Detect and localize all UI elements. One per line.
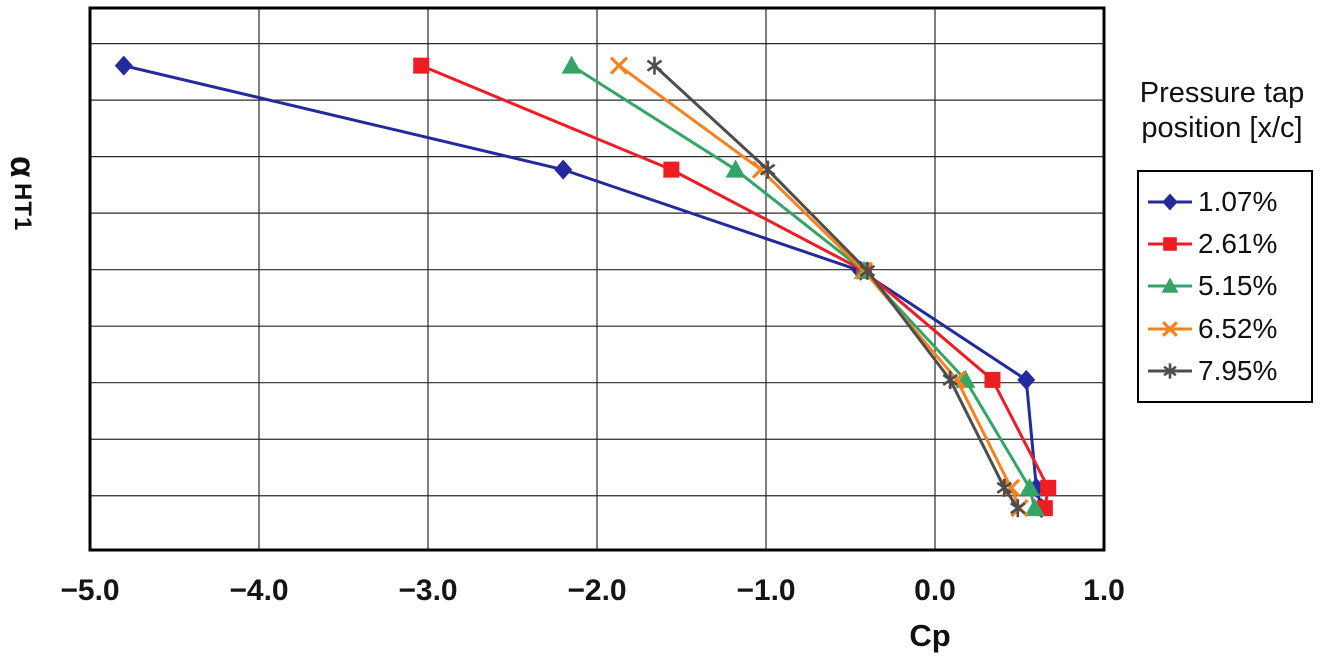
legend-title-line2: position [x/c] <box>1141 112 1303 145</box>
x-stroke <box>854 261 874 280</box>
x-tick-label: −3.0 <box>398 574 457 607</box>
legend-title-line1: Pressure tap <box>1139 77 1305 109</box>
x-tick-label: −1.0 <box>736 574 795 607</box>
x-tick-label: −5.0 <box>60 574 119 607</box>
triangle-marker-icon <box>1161 277 1179 294</box>
legend-entry: 2.61% <box>1147 228 1311 260</box>
x-marker-icon <box>1001 478 1021 497</box>
star-stroke <box>1010 502 1026 515</box>
legend-sample-square-icon <box>1148 237 1192 252</box>
star-stroke <box>646 59 663 72</box>
x-stroke <box>751 160 771 179</box>
star-stroke <box>996 481 1013 494</box>
legend-sample-triangle-icon <box>1148 277 1192 294</box>
square-marker-icon <box>663 161 680 178</box>
square-marker-icon <box>1040 479 1057 496</box>
x-stroke <box>1162 320 1178 337</box>
series-line-7.95% <box>653 64 1020 510</box>
star-stroke <box>759 163 776 176</box>
x-stroke <box>609 56 629 75</box>
series-line-5.15% <box>570 64 1037 509</box>
legend-entry-label: 1.07% <box>1198 186 1278 218</box>
legend-sample-star-icon <box>1148 363 1192 379</box>
star-marker-icon <box>759 160 776 179</box>
star-marker-icon <box>942 370 958 389</box>
square-marker-icon <box>1163 237 1177 252</box>
x-marker-icon <box>1162 320 1178 337</box>
star-stroke <box>859 264 876 277</box>
y-axis-title-subscript: HT1 <box>9 182 36 231</box>
star-marker-icon <box>1163 363 1177 379</box>
plot-border <box>88 6 1106 552</box>
x-marker-icon <box>751 160 771 179</box>
legend: 1.07% 2.61% 5.15% 6.52% 7.95% <box>1137 170 1313 403</box>
triangle-marker-icon <box>1024 498 1045 517</box>
x-marker-icon <box>609 56 629 75</box>
triangle-marker-icon <box>1019 477 1040 496</box>
x-marker-icon <box>854 261 874 280</box>
x-tick-label: −4.0 <box>229 574 288 607</box>
legend-entry-label: 6.52% <box>1198 312 1278 344</box>
legend-entry: 6.52% <box>1147 313 1311 345</box>
star-stroke <box>942 373 958 386</box>
diamond-marker-icon <box>1017 369 1036 390</box>
x-tick-label: 1.0 <box>1083 574 1125 607</box>
diamond-marker-icon <box>114 55 133 76</box>
legend-sample-x-icon <box>1148 320 1192 337</box>
diamond-marker-icon <box>1162 193 1178 211</box>
legend-entry-label: 7.95% <box>1198 354 1278 386</box>
star-stroke <box>1163 365 1177 377</box>
series-line-2.61% <box>420 64 1050 509</box>
legend-entry-label: 2.61% <box>1198 228 1278 260</box>
star-marker-icon <box>646 56 663 75</box>
x-axis-title: Cp <box>909 618 951 653</box>
x-stroke <box>1001 478 1021 497</box>
legend-title: Pressure tap position [x/c] <box>1124 76 1320 147</box>
legend-entry-label: 5.15% <box>1198 270 1278 302</box>
star-marker-icon <box>996 478 1013 497</box>
y-axis-title-alpha: α <box>3 156 42 179</box>
triangle-marker-icon <box>725 159 746 178</box>
star-marker-icon <box>1010 499 1026 518</box>
square-marker-icon <box>413 57 430 74</box>
diamond-marker-icon <box>554 159 573 180</box>
legend-entry: 1.07% <box>1147 186 1311 218</box>
square-marker-icon <box>984 371 1001 388</box>
y-axis-title: α HT1 <box>2 156 42 231</box>
star-marker-icon <box>859 261 876 280</box>
triangle-marker-icon <box>561 55 582 74</box>
x-tick-label: 0.0 <box>914 574 956 607</box>
legend-entry: 7.95% <box>1147 355 1311 387</box>
legend-sample-diamond-icon <box>1148 193 1192 211</box>
legend-entry: 5.15% <box>1147 270 1311 302</box>
x-tick-label: −2.0 <box>567 574 626 607</box>
